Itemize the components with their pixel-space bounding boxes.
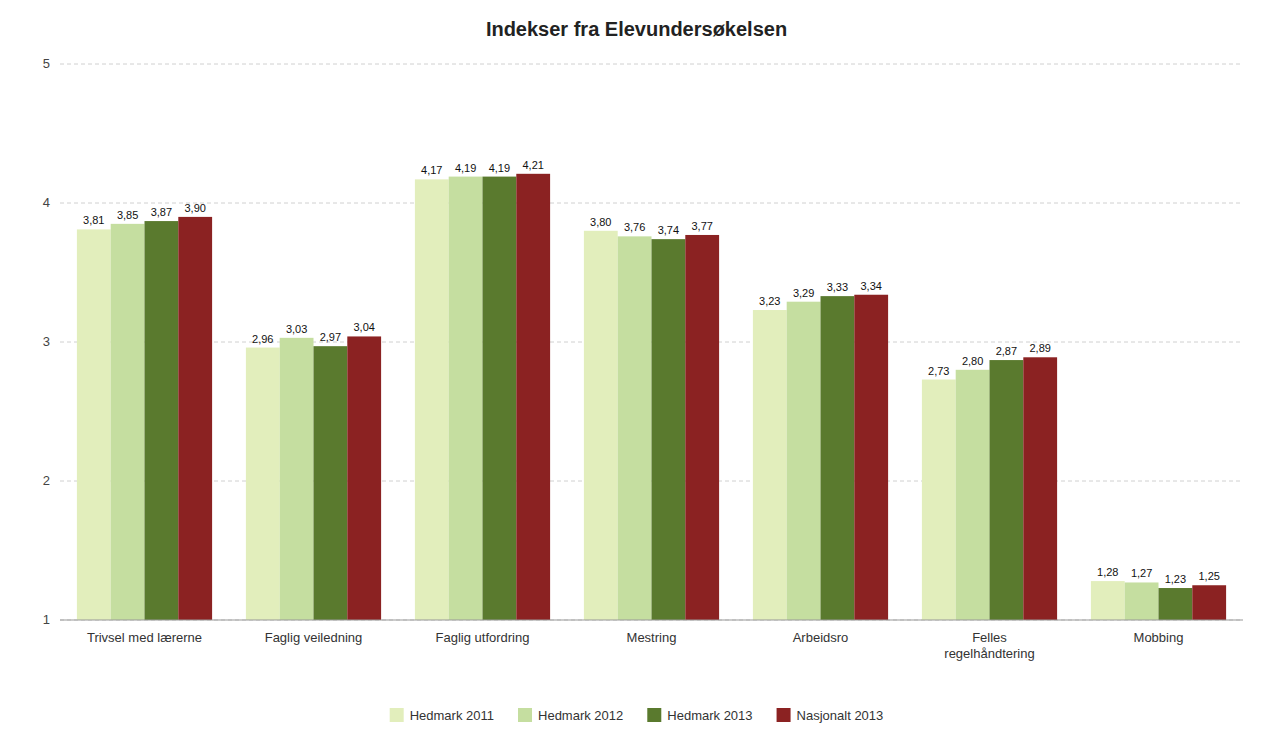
data-label: 2,97 xyxy=(320,331,341,343)
bar xyxy=(787,302,821,620)
data-labels: 3,81 2,96 4,17 3,80 3,23 2,73 1,28 3,85 3,03 4,19… xyxy=(83,159,1220,585)
legend-swatch xyxy=(518,708,532,722)
legend-item: Hedmark 2013 xyxy=(647,708,752,723)
legend-swatch xyxy=(777,708,791,722)
x-tick-label-line: Trivsel med lærerne xyxy=(87,630,202,645)
y-tick-label: 3 xyxy=(43,334,50,349)
data-label: 4,21 xyxy=(522,159,543,171)
legend-item: Nasjonalt 2013 xyxy=(777,708,884,723)
bar xyxy=(652,239,686,620)
bar xyxy=(1023,357,1057,620)
data-label: 1,23 xyxy=(1165,573,1186,585)
grid xyxy=(60,64,1243,620)
data-label: 4,19 xyxy=(489,162,510,174)
legend-label: Hedmark 2012 xyxy=(538,708,623,723)
bar xyxy=(1125,582,1159,620)
x-tick-label: Faglig utfordring xyxy=(436,630,530,645)
bar xyxy=(956,370,990,620)
data-label: 3,85 xyxy=(117,209,138,221)
legend-label: Nasjonalt 2013 xyxy=(797,708,884,723)
bars xyxy=(77,174,1226,620)
x-tick-label: Arbeidsro xyxy=(793,630,849,645)
bar xyxy=(618,236,652,620)
bar xyxy=(1192,585,1226,620)
x-tick-label-line: regelhåndtering xyxy=(944,646,1034,661)
bar xyxy=(280,338,314,620)
bar xyxy=(415,179,449,620)
y-tick-label: 2 xyxy=(43,473,50,488)
bar xyxy=(314,346,348,620)
data-label: 3,04 xyxy=(353,321,374,333)
data-label: 1,25 xyxy=(1198,570,1219,582)
chart: Indekser fra Elevundersøkelsen 1 2 3 4 5 3,81 2… xyxy=(0,0,1273,745)
data-label: 3,80 xyxy=(590,216,611,228)
x-tick-label: Faglig veiledning xyxy=(265,630,363,645)
bar xyxy=(1091,581,1125,620)
data-label: 4,19 xyxy=(455,162,476,174)
data-label: 3,90 xyxy=(184,202,205,214)
data-label: 3,03 xyxy=(286,323,307,335)
legend-item: Hedmark 2011 xyxy=(390,708,494,723)
data-label: 3,29 xyxy=(793,287,814,299)
bar xyxy=(990,360,1024,620)
data-label: 2,73 xyxy=(928,365,949,377)
x-tick-label-line: Faglig utfordring xyxy=(436,630,530,645)
data-label: 1,28 xyxy=(1097,566,1118,578)
x-tick-label: Mobbing xyxy=(1134,630,1184,645)
data-label: 3,23 xyxy=(759,295,780,307)
data-label: 1,27 xyxy=(1131,567,1152,579)
x-axis-line xyxy=(60,620,1243,621)
x-tick-label-line: Felles xyxy=(972,630,1007,645)
grid-line xyxy=(60,620,1243,621)
grid-line xyxy=(60,203,1243,204)
x-tick-label: Mestring xyxy=(627,630,677,645)
bar xyxy=(1159,588,1193,620)
bar xyxy=(922,380,956,620)
title: Indekser fra Elevundersøkelsen xyxy=(486,18,787,40)
x-tick-label-line: Arbeidsro xyxy=(793,630,849,645)
bar xyxy=(483,177,517,620)
bar xyxy=(77,229,111,620)
legend-label: Hedmark 2011 xyxy=(410,708,494,723)
legend-item: Hedmark 2012 xyxy=(518,708,623,723)
data-label: 3,77 xyxy=(691,220,712,232)
bar xyxy=(584,231,618,620)
data-label: 3,76 xyxy=(624,221,645,233)
data-label: 3,33 xyxy=(827,281,848,293)
y-tick-label: 5 xyxy=(43,56,50,71)
bar xyxy=(821,296,855,620)
data-label: 4,17 xyxy=(421,164,442,176)
x-tick-label: Trivsel med lærerne xyxy=(87,630,202,645)
bar xyxy=(449,177,483,620)
bar xyxy=(246,348,280,620)
bar xyxy=(516,174,550,620)
data-label: 3,81 xyxy=(83,214,104,226)
bar xyxy=(753,310,787,620)
data-label: 2,87 xyxy=(996,345,1017,357)
data-label: 3,87 xyxy=(151,206,172,218)
data-label: 2,80 xyxy=(962,355,983,367)
bar xyxy=(145,221,179,620)
bar xyxy=(685,235,719,620)
legend-swatch xyxy=(390,708,404,722)
data-label: 2,96 xyxy=(252,333,273,345)
data-label: 3,74 xyxy=(658,224,679,236)
bar xyxy=(178,217,212,620)
x-tick-label-line: Mestring xyxy=(627,630,677,645)
y-tick-label: 4 xyxy=(43,195,50,210)
bar xyxy=(347,336,381,620)
x-tick-label-line: Mobbing xyxy=(1134,630,1184,645)
x-tick-label-line: Faglig veiledning xyxy=(265,630,363,645)
legend-label: Hedmark 2013 xyxy=(667,708,752,723)
legend-swatch xyxy=(647,708,661,722)
bar xyxy=(111,224,145,620)
legend: Hedmark 2011 Hedmark 2012 Hedmark 2013 Nasj… xyxy=(390,708,884,723)
y-tick-label: 1 xyxy=(43,612,50,627)
bar xyxy=(854,295,888,620)
grid-line xyxy=(60,64,1243,65)
x-tick-label: Fellesregelhåndtering xyxy=(944,630,1034,661)
data-label: 3,34 xyxy=(860,280,881,292)
data-label: 2,89 xyxy=(1029,342,1050,354)
